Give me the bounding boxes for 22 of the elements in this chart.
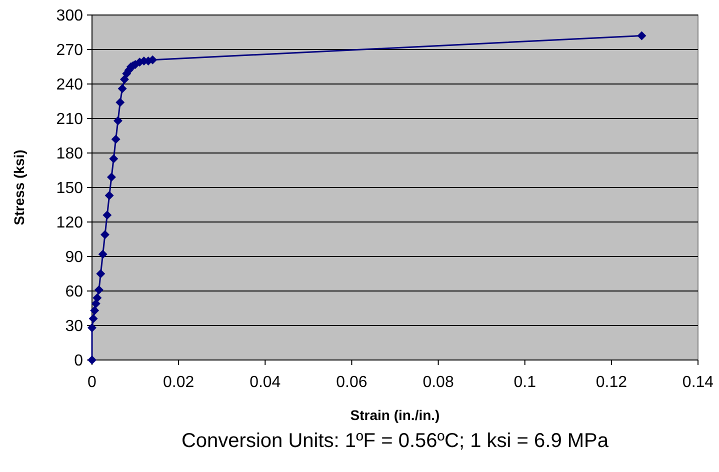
x-axis-title: Strain (in./in.)	[350, 407, 440, 423]
y-tick-label: 210	[56, 111, 84, 128]
y-tick-label: 30	[65, 318, 84, 336]
y-tick-label: 0	[74, 352, 84, 370]
y-tick-label: 300	[56, 8, 84, 25]
x-tick-label: 0.12	[596, 374, 628, 391]
x-tick-label: 0.02	[163, 374, 194, 391]
y-tick-label: 240	[56, 76, 84, 94]
x-tick-label: 0	[88, 374, 97, 391]
x-tick-label: 0.06	[336, 374, 368, 391]
x-tick-label: 0.08	[422, 374, 454, 391]
y-tick-label: 180	[56, 146, 84, 163]
y-tick-label: 60	[65, 284, 84, 301]
x-tick-label: 0.04	[250, 374, 281, 391]
y-tick-label: 90	[65, 249, 84, 266]
x-tick-label: 0.1	[514, 374, 536, 391]
y-axis-title: Stress (ksi)	[11, 150, 27, 226]
x-tick-label: 0.14	[682, 374, 714, 391]
text: Conversion Units: 1ºF = 0.56ºC; 1 ksi = 6.9 MPa	[181, 430, 610, 452]
y-tick-label: 120	[56, 214, 84, 232]
y-tick-label: 270	[56, 42, 84, 60]
y-tick-label: 150	[56, 180, 84, 198]
